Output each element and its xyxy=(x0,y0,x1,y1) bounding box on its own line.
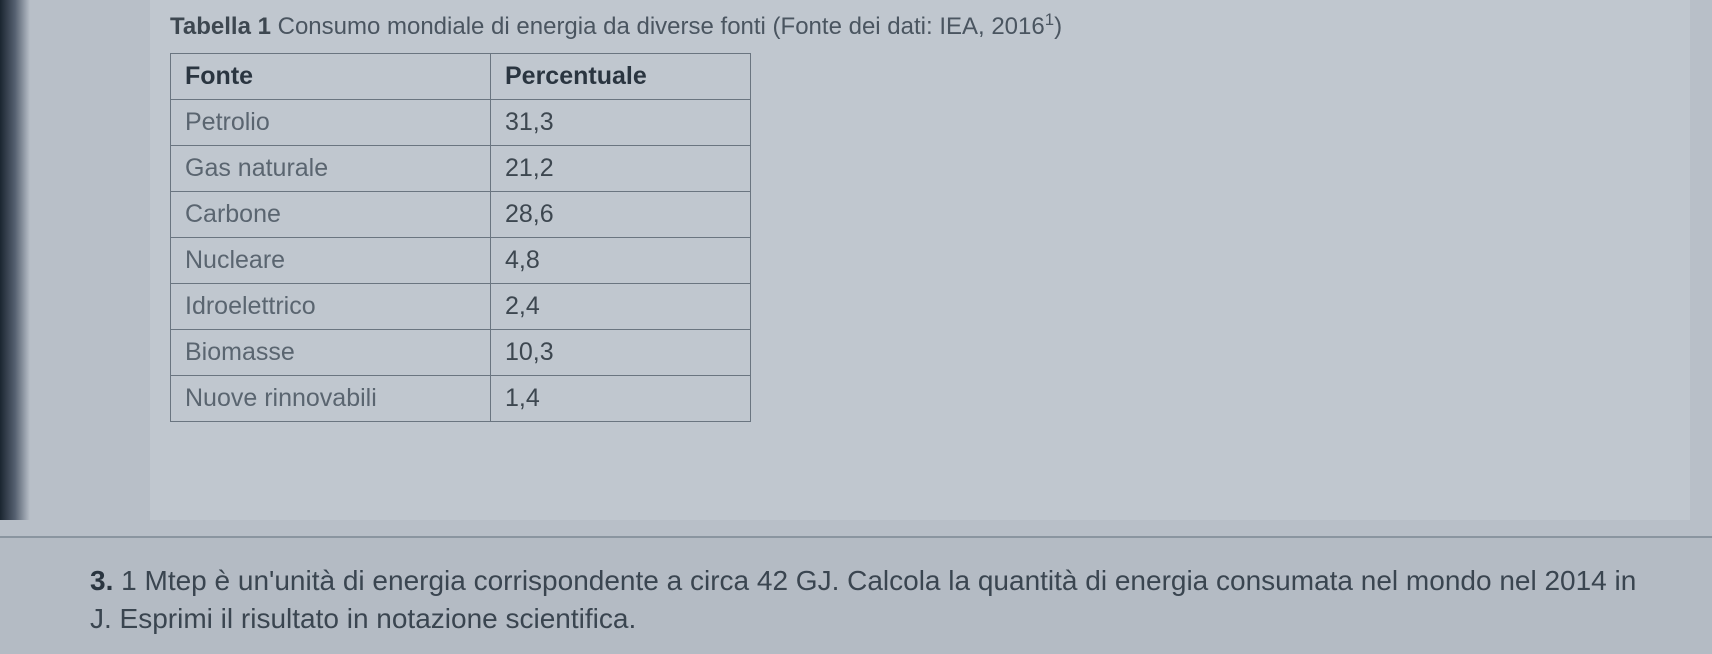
table-row: Nuove rinnovabili 1,4 xyxy=(171,376,751,422)
cell-value: 1,4 xyxy=(491,376,751,422)
cell-source: Biomasse xyxy=(171,330,491,376)
page-left-shadow xyxy=(0,0,30,520)
table-row: Gas naturale 21,2 xyxy=(171,146,751,192)
question-number: 3. xyxy=(90,565,113,596)
col-header-fonte: Fonte xyxy=(171,54,491,100)
col-header-percentuale: Percentuale xyxy=(491,54,751,100)
caption-sup: 1 xyxy=(1045,10,1054,29)
cell-value: 31,3 xyxy=(491,100,751,146)
table-row: Petrolio 31,3 xyxy=(171,100,751,146)
cell-source: Nuove rinnovabili xyxy=(171,376,491,422)
question-region: 3. 1 Mtep è un'unità di energia corrispo… xyxy=(0,536,1712,654)
table-row: Idroelettrico 2,4 xyxy=(171,284,751,330)
table-caption: Tabella 1 Consumo mondiale di energia da… xyxy=(150,10,1690,41)
cell-value: 28,6 xyxy=(491,192,751,238)
cell-value: 2,4 xyxy=(491,284,751,330)
cell-source: Idroelettrico xyxy=(171,284,491,330)
energy-sources-table: Fonte Percentuale Petrolio 31,3 Gas natu… xyxy=(170,53,751,422)
caption-text: Consumo mondiale di energia da diverse f… xyxy=(271,13,1045,40)
caption-label: Tabella 1 xyxy=(170,13,271,40)
caption-close: ) xyxy=(1054,13,1062,40)
question-body: 1 Mtep è un'unità di energia corrisponde… xyxy=(90,565,1636,634)
table-row: Biomasse 10,3 xyxy=(171,330,751,376)
cell-source: Carbone xyxy=(171,192,491,238)
table-header-row: Fonte Percentuale xyxy=(171,54,751,100)
question-text: 3. 1 Mtep è un'unità di energia corrispo… xyxy=(90,562,1652,638)
cell-source: Nucleare xyxy=(171,238,491,284)
cell-source: Petrolio xyxy=(171,100,491,146)
table-row: Carbone 28,6 xyxy=(171,192,751,238)
table-row: Nucleare 4,8 xyxy=(171,238,751,284)
cell-value: 10,3 xyxy=(491,330,751,376)
cell-source: Gas naturale xyxy=(171,146,491,192)
cell-value: 21,2 xyxy=(491,146,751,192)
cell-value: 4,8 xyxy=(491,238,751,284)
page-upper-region: Tabella 1 Consumo mondiale di energia da… xyxy=(150,0,1690,520)
